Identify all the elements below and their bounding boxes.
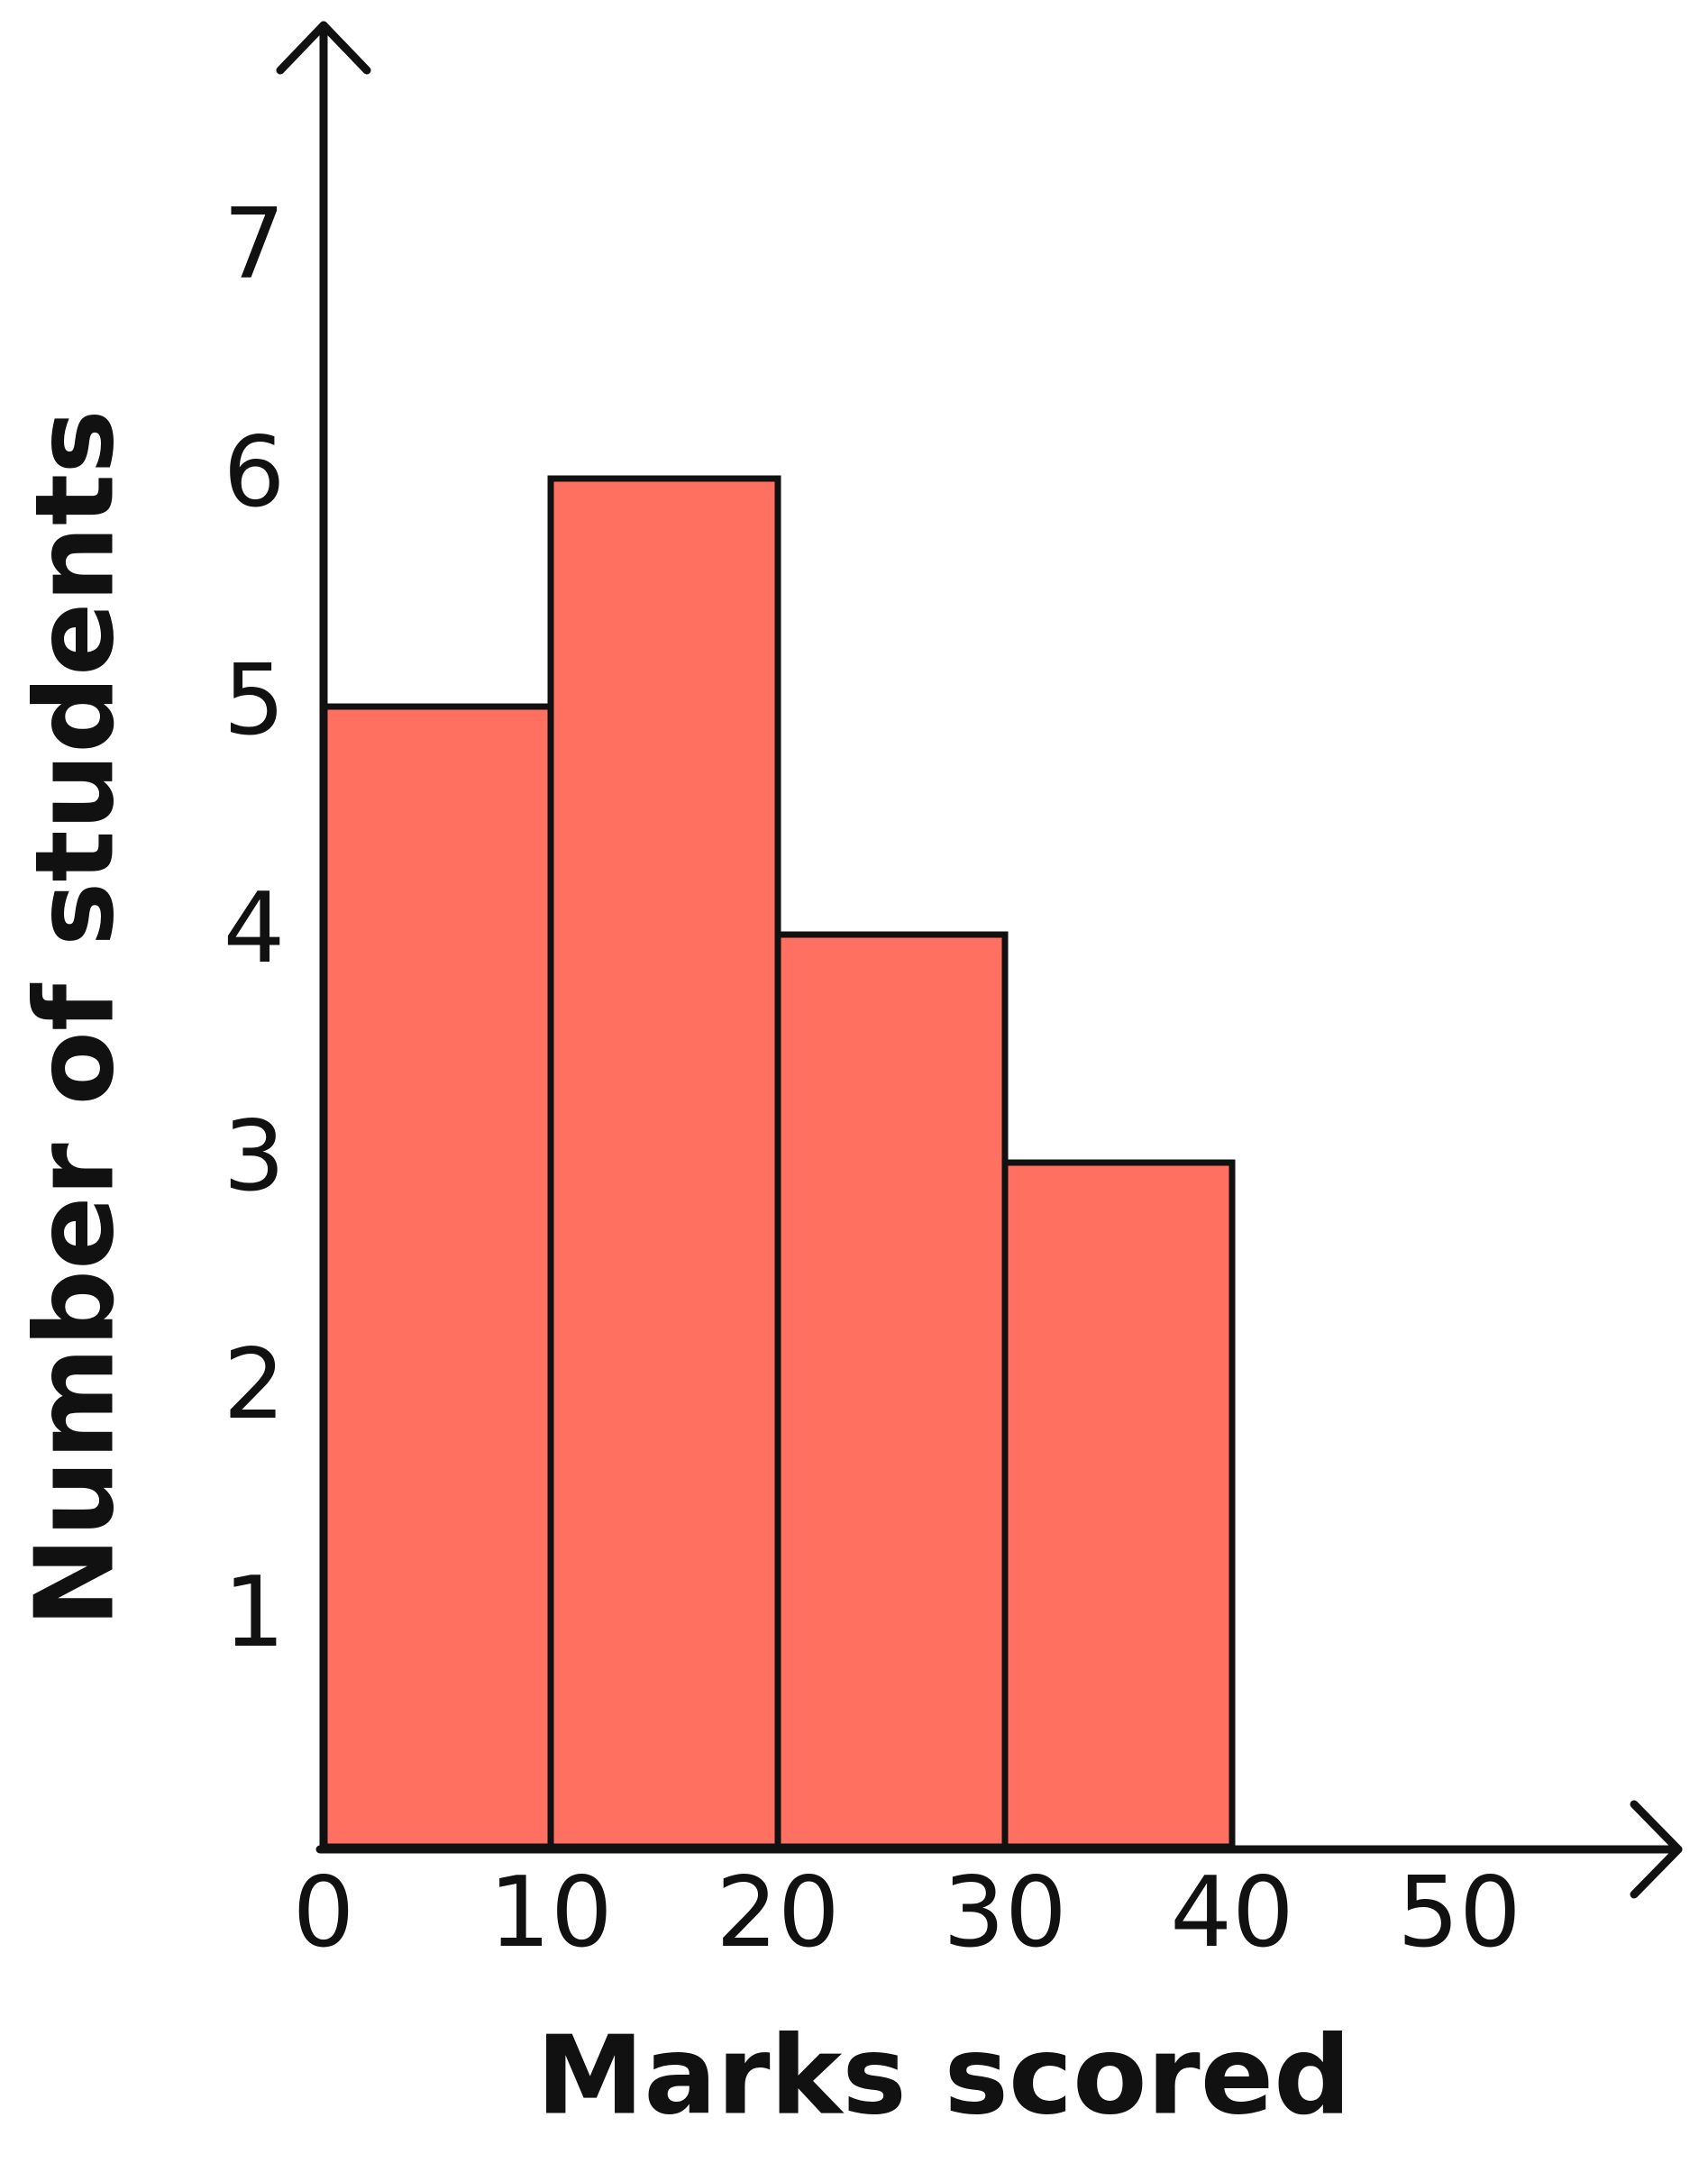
axes (276, 21, 1683, 1899)
x-axis-title: Marks scored (536, 2014, 1351, 2140)
x-tick-label: 20 (716, 1857, 839, 1969)
y-axis-title: Number of students (14, 409, 139, 1627)
y-axis-arrow (276, 21, 371, 75)
x-tick-label: 0 (293, 1857, 355, 1969)
y-tick-label: 2 (224, 1328, 286, 1441)
x-tick-label: 40 (1170, 1857, 1293, 1969)
plot (320, 475, 1236, 1850)
y-tick-label: 7 (224, 188, 286, 301)
y-tick-label: 6 (224, 416, 286, 529)
bar (547, 475, 781, 1850)
x-tick-label: 50 (1397, 1857, 1521, 1969)
bar (774, 931, 1009, 1850)
x-axis-arrow (1630, 1800, 1683, 1899)
x-tick-label: 30 (943, 1857, 1066, 1969)
bar (1001, 1159, 1236, 1850)
y-tick-label: 1 (224, 1556, 286, 1669)
x-tick-label: 10 (489, 1857, 612, 1969)
y-tick-label: 3 (224, 1100, 286, 1213)
bar (320, 703, 554, 1850)
y-tick-label: 4 (224, 872, 286, 985)
y-tick-label: 5 (224, 644, 286, 757)
